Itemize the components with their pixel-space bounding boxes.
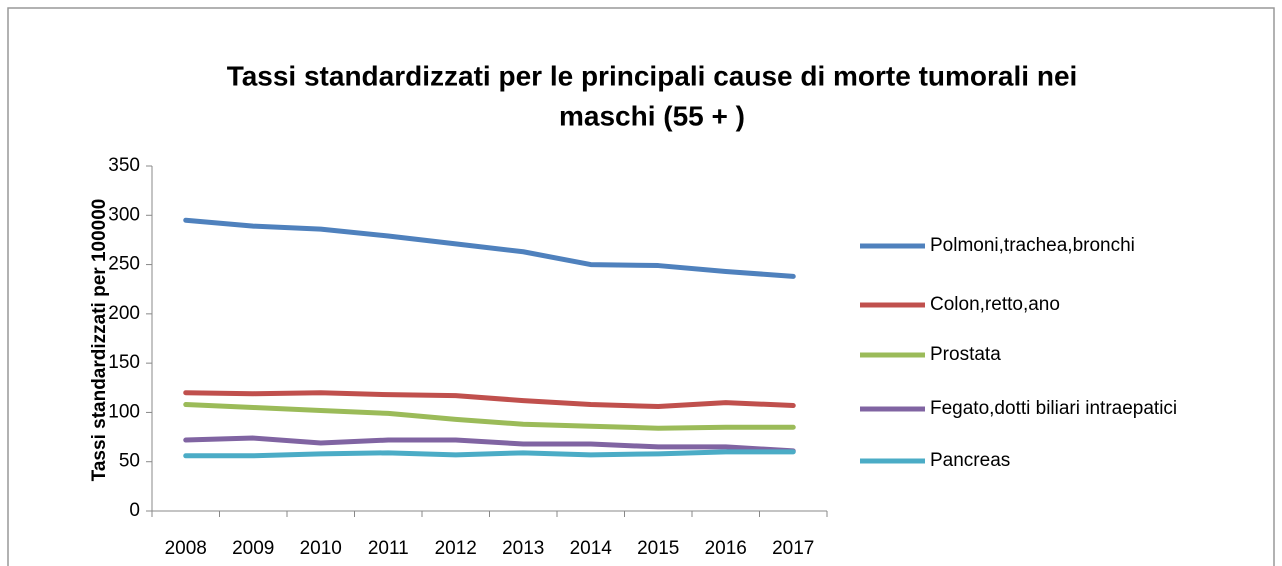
x-tick-label: 2008: [165, 538, 207, 559]
y-axis-label: Tassi standardizzati per 100000: [89, 199, 110, 482]
legend-label: Colon,retto,ano: [930, 294, 1060, 315]
y-tick-label: 100: [108, 401, 140, 422]
y-tick-label: 300: [108, 204, 140, 225]
x-tick-label: 2017: [772, 538, 814, 559]
y-tick-label: 350: [108, 155, 140, 176]
x-tick-label: 2013: [502, 538, 544, 559]
chart-title: Tassi standardizzati per le principali c…: [227, 60, 1078, 91]
x-tick-label: 2012: [435, 538, 477, 559]
y-tick-label: 250: [108, 254, 140, 275]
legend-label: Fegato,dotti biliari intraepatici: [930, 398, 1177, 419]
x-tick-label: 2011: [368, 538, 409, 559]
series-line: [183, 449, 796, 459]
legend-label: Polmoni,trachea,bronchi: [930, 235, 1135, 256]
x-tick-label: 2010: [300, 538, 342, 559]
y-tick-label: 0: [129, 500, 140, 521]
legend-label: Pancreas: [930, 450, 1010, 471]
x-tick-label: 2016: [705, 538, 747, 559]
y-tick-label: 150: [108, 352, 140, 373]
legend-label: Prostata: [930, 344, 1001, 365]
y-tick-label: 50: [119, 451, 140, 472]
series-line: [183, 217, 796, 279]
series-line: [183, 435, 796, 454]
x-tick-label: 2014: [570, 538, 613, 559]
series-line: [183, 402, 796, 431]
x-tick-label: 2009: [232, 538, 274, 559]
chart-title: maschi (55 + ): [559, 100, 745, 131]
x-tick-label: 2015: [637, 538, 679, 559]
chart-frame: [7, 7, 1275, 566]
series-line: [183, 390, 796, 410]
y-tick-label: 200: [108, 303, 140, 324]
